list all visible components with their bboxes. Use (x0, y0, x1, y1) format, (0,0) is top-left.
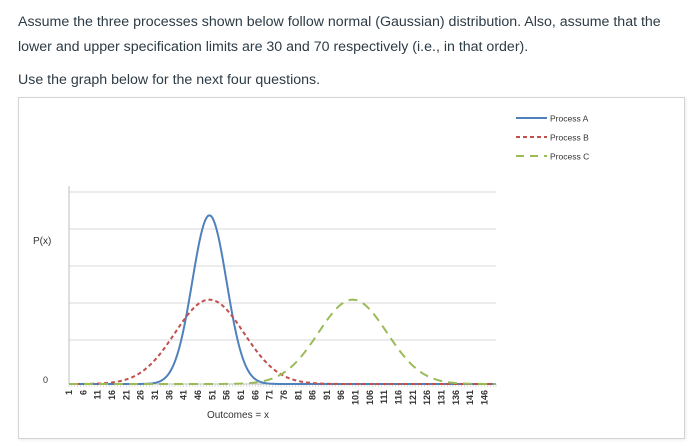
x-tick-label: 1 (64, 390, 74, 395)
x-tick-label: 81 (293, 390, 303, 400)
x-tick-label: 146 (480, 390, 490, 405)
question-line-2: lower and upper specification limits are… (18, 39, 529, 55)
x-tick-label: 21 (121, 390, 131, 400)
x-tick-label: 6 (78, 390, 88, 395)
question-line-1: Assume the three processes shown below f… (18, 14, 661, 30)
legend-label-3: Process C (550, 152, 589, 162)
series-line-process-b (69, 298, 496, 385)
chart-series (69, 214, 497, 385)
x-tick-label: 56 (222, 390, 232, 400)
x-tick-label: 131 (437, 390, 447, 405)
legend-label-2: Process B (550, 133, 589, 143)
x-tick-label: 86 (308, 390, 318, 400)
x-tick-label: 101 (351, 390, 361, 405)
legend-label-1: Process A (550, 114, 589, 124)
x-tick-label: 141 (465, 390, 475, 405)
y-tick-label-0: 0 (43, 375, 48, 385)
x-tick-label: 76 (279, 390, 289, 400)
x-tick-label: 31 (150, 390, 160, 400)
x-tick-label: 96 (336, 390, 346, 400)
x-tick-label: 71 (265, 390, 275, 400)
x-tick-label: 16 (107, 390, 117, 400)
series-line-process-c (69, 298, 497, 385)
x-tick-label: 41 (179, 390, 189, 400)
x-tick-label: 91 (322, 390, 332, 400)
question-line-3: Use the graph below for the next four qu… (18, 72, 321, 88)
x-tick-label: 11 (93, 390, 103, 400)
x-tick-label: 121 (408, 390, 418, 405)
x-tick-label: 126 (422, 390, 432, 405)
x-tick-label: 36 (164, 390, 174, 400)
chart-axes (68, 186, 497, 387)
y-axis-label: P(x) (33, 236, 51, 247)
chart-legend: Process A Process B Process C (516, 114, 589, 162)
x-tick-label: 51 (207, 390, 217, 400)
x-tick-label: 116 (394, 390, 404, 405)
x-tick-labels: 1 6 11 16 21 26 31 36 41 46 51 56 61 66 71 76 81 86 91 96 10… (64, 390, 490, 405)
x-tick-label: 136 (451, 390, 461, 405)
x-tick-label: 66 (250, 390, 260, 400)
x-tick-label: 61 (236, 390, 246, 400)
x-tick-label: 111 (379, 390, 389, 404)
x-tick-label: 26 (136, 390, 146, 400)
chart-grid (69, 191, 496, 341)
normal-distribution-chart: 1 6 11 16 21 26 31 36 41 46 51 56 61 66 71 76 81 86 91 96 10… (33, 114, 589, 422)
question-text: Assume the three processes shown below f… (18, 10, 688, 93)
series-line-process-a (69, 214, 496, 385)
x-tick-label: 46 (193, 390, 203, 400)
x-tick-label: 106 (365, 390, 375, 405)
x-axis-label: Outcomes = x (207, 410, 269, 421)
chart-figure: 1 6 11 16 21 26 31 36 41 46 51 56 61 66 71 76 81 86 91 96 10… (18, 97, 685, 439)
